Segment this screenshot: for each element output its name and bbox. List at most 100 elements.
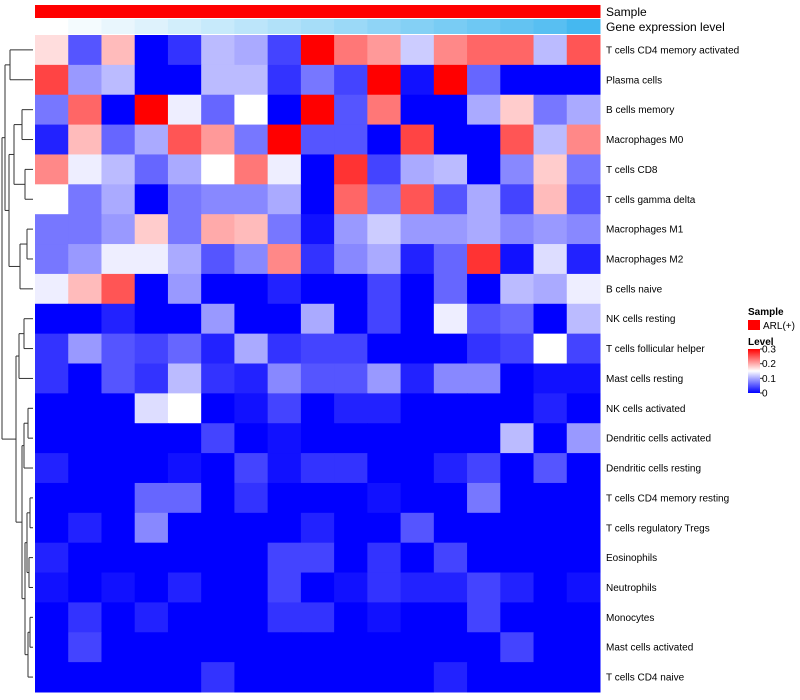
heatmap-cell	[566, 453, 601, 484]
sample-bar-cell	[101, 5, 136, 18]
row-label: B cells naive	[606, 284, 663, 295]
heatmap-cell	[201, 35, 235, 66]
legend-tick-label: 0.3	[762, 345, 776, 356]
heatmap-cell	[201, 184, 235, 215]
row-label: Plasma cells	[606, 75, 662, 86]
heatmap-cell	[533, 214, 568, 245]
heatmap-cell	[234, 423, 269, 454]
sample-bar-cell	[334, 5, 368, 18]
legend: Sample ARL(+) Level 0.3 0.2 0.1 0	[748, 307, 795, 400]
heatmap-cell	[367, 244, 402, 275]
heatmap-cell	[35, 572, 69, 603]
heatmap-cell	[566, 154, 601, 185]
row-label: NK cells resting	[606, 314, 675, 325]
heatmap-cell	[300, 572, 335, 603]
heatmap-cell	[367, 632, 402, 663]
heatmap-cell	[300, 94, 335, 126]
heatmap-cell	[334, 303, 368, 335]
heatmap-cell	[267, 94, 302, 126]
heatmap-cell	[101, 333, 136, 364]
heatmap-cell	[234, 214, 269, 245]
heatmap-cell	[234, 273, 269, 305]
row-label: B cells memory	[606, 105, 674, 116]
heatmap-cell	[367, 124, 402, 155]
heatmap-cell	[234, 35, 269, 66]
heatmap-cell	[134, 482, 169, 514]
heatmap-cell	[201, 94, 235, 126]
heatmap-cell	[433, 602, 468, 633]
heatmap-cell	[433, 214, 468, 245]
heatmap-cell	[433, 94, 468, 126]
expression-bar-cell	[467, 19, 501, 34]
heatmap-cell	[101, 512, 136, 544]
sample-bar-cell	[234, 5, 269, 18]
heatmap-cell	[367, 453, 402, 484]
heatmap-cell	[566, 244, 601, 275]
heatmap-cell	[467, 363, 501, 394]
heatmap-cell	[134, 333, 169, 364]
heatmap-cell	[35, 363, 69, 394]
heatmap-cell	[566, 602, 601, 633]
heatmap-cell	[134, 94, 169, 126]
heatmap-cell	[367, 482, 402, 514]
heatmap-cell	[533, 393, 568, 424]
heatmap-cell	[433, 482, 468, 514]
heatmap-cell	[433, 453, 468, 484]
heatmap-cell	[201, 363, 235, 394]
heatmap-cell	[234, 572, 269, 603]
heatmap-cell	[566, 572, 601, 603]
heatmap-cell	[101, 453, 136, 484]
heatmap-cell	[500, 632, 535, 663]
expression-bar-cell	[68, 19, 102, 34]
heatmap-cell	[367, 94, 402, 126]
heatmap-cell	[267, 333, 302, 364]
heatmap-cell	[433, 273, 468, 305]
heatmap-cell	[334, 35, 368, 66]
heatmap-cell	[134, 64, 169, 96]
expression-bar-cell	[101, 19, 136, 34]
heatmap-cell	[167, 303, 202, 335]
heatmap-cell	[433, 572, 468, 603]
heatmap-cell	[300, 632, 335, 663]
heatmap-cell	[433, 154, 468, 185]
heatmap-cell	[267, 423, 302, 454]
heatmap-cell	[68, 453, 102, 484]
heatmap-cell	[467, 184, 501, 215]
heatmap-cell	[267, 303, 302, 335]
heatmap-cell	[35, 453, 69, 484]
heatmap-cell	[267, 363, 302, 394]
heatmap-cell	[101, 273, 136, 305]
heatmap-cell	[167, 542, 202, 574]
heatmap-cell	[101, 184, 136, 215]
annotation-label-sample: Sample	[606, 5, 647, 19]
heatmap-cell	[367, 273, 402, 305]
heatmap-cell	[35, 303, 69, 335]
heatmap-cell	[500, 572, 535, 603]
heatmap-cell	[101, 393, 136, 424]
heatmap-cell	[35, 244, 69, 275]
expression-bar-cell	[167, 19, 202, 34]
heatmap-cell	[533, 423, 568, 454]
heatmap-cell	[201, 453, 235, 484]
heatmap-cell	[101, 602, 136, 633]
heatmap-cell	[234, 184, 269, 215]
heatmap-cell	[500, 363, 535, 394]
heatmap-cell	[68, 393, 102, 424]
heatmap-cell	[234, 453, 269, 484]
heatmap-cell	[533, 244, 568, 275]
heatmap-cell	[35, 273, 69, 305]
row-label: Dendritic cells activated	[606, 434, 711, 445]
heatmap-cell	[334, 184, 368, 215]
heatmap-cell	[35, 602, 69, 633]
heatmap-cell	[566, 214, 601, 245]
heatmap-cell	[167, 602, 202, 633]
heatmap-cell	[201, 632, 235, 663]
heatmap-cell	[134, 662, 169, 693]
heatmap-cell	[533, 602, 568, 633]
heatmap-cell	[467, 393, 501, 424]
heatmap-cell	[533, 124, 568, 155]
heatmap-cell	[68, 124, 102, 155]
heatmap-cell	[68, 482, 102, 514]
heatmap-cell	[267, 64, 302, 96]
heatmap-cell	[167, 273, 202, 305]
